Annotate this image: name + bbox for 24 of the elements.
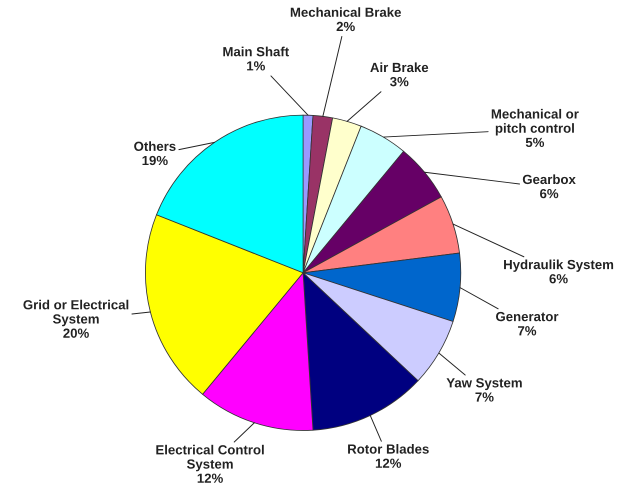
data-label: 6% <box>549 274 568 284</box>
slice-label: Hydraulik System <box>504 260 614 272</box>
slice-label: Electrical Control System <box>156 444 264 472</box>
data-label: 12% <box>376 458 402 468</box>
slice-label: Rotor Blades <box>348 444 429 454</box>
slice-label: Others <box>134 141 176 151</box>
data-label: 2% <box>336 22 355 32</box>
slice-label: Mechanical or pitch control <box>492 108 579 136</box>
slice-label: Grid or Electrical System <box>23 300 128 326</box>
slice-label: Main Shaft <box>223 46 289 56</box>
data-label: 5% <box>526 138 544 148</box>
data-label: 3% <box>390 76 408 86</box>
data-label: 7% <box>475 392 494 402</box>
data-label: 12% <box>198 474 223 483</box>
slice-label: Generator <box>496 312 558 322</box>
slice-label: Mechanical Brake <box>290 7 401 17</box>
data-label: 1% <box>247 61 265 71</box>
slice-label: Air Brake <box>370 62 428 72</box>
slice-label: Yaw System <box>446 378 522 390</box>
data-label: 20% <box>63 328 89 338</box>
slice-label: Gearbox <box>522 174 576 184</box>
data-label: 19% <box>142 156 168 166</box>
data-label: 6% <box>540 188 558 198</box>
data-label: 7% <box>518 326 536 336</box>
